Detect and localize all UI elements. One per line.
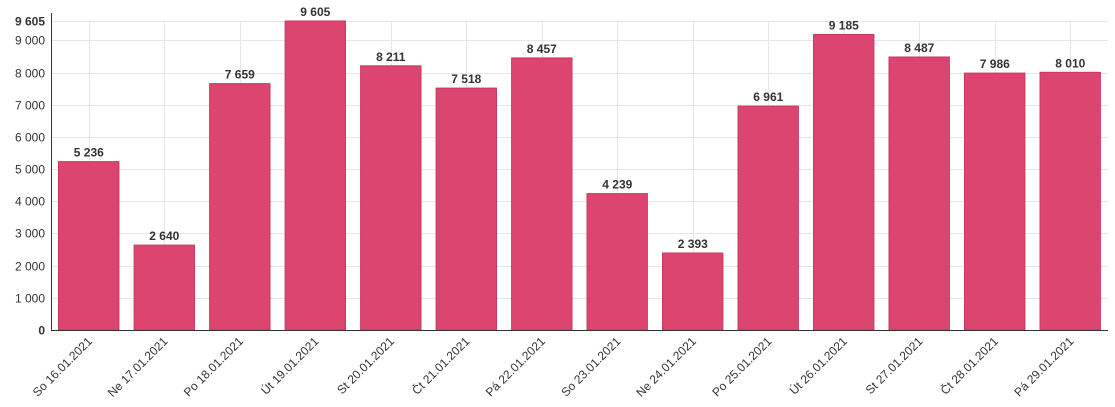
- bar-value-label: 7 659: [225, 68, 255, 82]
- bars: [58, 20, 1101, 331]
- bar-value-label: 9 605: [300, 5, 330, 19]
- bar-value-label: 6 961: [753, 90, 783, 104]
- x-tick-label: Čt 21.01.2021: [408, 333, 472, 397]
- bar[interactable]: [284, 20, 347, 331]
- x-tick-label: Út 26.01.2021: [786, 333, 850, 397]
- bar[interactable]: [662, 252, 724, 331]
- x-tick-label: Pá 29.01.2021: [1011, 334, 1076, 399]
- y-tick-label: 6 000: [15, 131, 45, 145]
- bar[interactable]: [58, 161, 120, 331]
- x-tick-label: St 27.01.2021: [863, 334, 926, 397]
- bar-value-label: 2 640: [149, 229, 179, 243]
- y-tick-label: 2 000: [15, 260, 45, 274]
- x-tick-label: Po 25.01.2021: [709, 334, 774, 399]
- y-tick-label: 1 000: [15, 292, 45, 306]
- x-tick-label: Ne 24.01.2021: [633, 334, 699, 400]
- y-tick-label: 7 000: [15, 99, 45, 113]
- bar[interactable]: [888, 56, 950, 331]
- bar[interactable]: [964, 72, 1026, 331]
- y-tick-label: 9 605: [15, 15, 45, 29]
- bar[interactable]: [435, 87, 498, 331]
- bar[interactable]: [209, 83, 271, 331]
- x-tick-label: Čt 28.01.2021: [937, 333, 1001, 397]
- y-tick-label: 8 000: [15, 67, 45, 81]
- bar-value-label: 8 211: [376, 50, 406, 64]
- bar[interactable]: [586, 193, 648, 331]
- x-tick-label: St 20.01.2021: [334, 334, 397, 397]
- data-labels: 5 236 2 640 7 659 9 605 8 211 7 518 8 457 4 239…: [74, 5, 1086, 251]
- bar-value-label: 2 393: [678, 237, 708, 251]
- y-tick-label: 9 000: [15, 34, 45, 48]
- bar[interactable]: [511, 57, 573, 331]
- bar-value-label: 8 457: [527, 42, 557, 56]
- bar-value-label: 7 986: [980, 57, 1010, 71]
- y-tick-label: 5 000: [15, 163, 45, 177]
- x-tick-label: Ne 17.01.2021: [105, 334, 171, 400]
- bar[interactable]: [1039, 71, 1101, 331]
- x-tick-label: So 23.01.2021: [558, 334, 623, 399]
- x-tick-label: Po 18.01.2021: [181, 334, 246, 399]
- bar[interactable]: [133, 244, 196, 331]
- bar-value-label: 8 487: [904, 41, 934, 55]
- x-axis: So 16.01.2021 Ne 17.01.2021 Po 18.01.2021 Ú…: [30, 330, 1108, 400]
- x-tick-label: So 16.01.2021: [30, 334, 95, 399]
- x-tick-label: Út 19.01.2021: [257, 333, 321, 397]
- bar-value-label: 4 239: [602, 178, 632, 192]
- bar[interactable]: [813, 34, 875, 331]
- x-tick-label: Pá 22.01.2021: [483, 334, 548, 399]
- bar[interactable]: [737, 105, 799, 331]
- bar[interactable]: [360, 65, 422, 331]
- bar-value-label: 9 185: [829, 19, 859, 33]
- y-tick-label: 4 000: [15, 195, 45, 209]
- y-tick-label: 0: [38, 324, 45, 338]
- y-tick-label: 3 000: [15, 227, 45, 241]
- y-axis: 0 1 000 2 000 3 000 4 000 5 000 6 000 7 000 8 00…: [15, 13, 52, 338]
- bar-value-label: 5 236: [74, 146, 104, 160]
- bar-value-label: 7 518: [451, 72, 481, 86]
- bar-value-label: 8 010: [1055, 56, 1085, 70]
